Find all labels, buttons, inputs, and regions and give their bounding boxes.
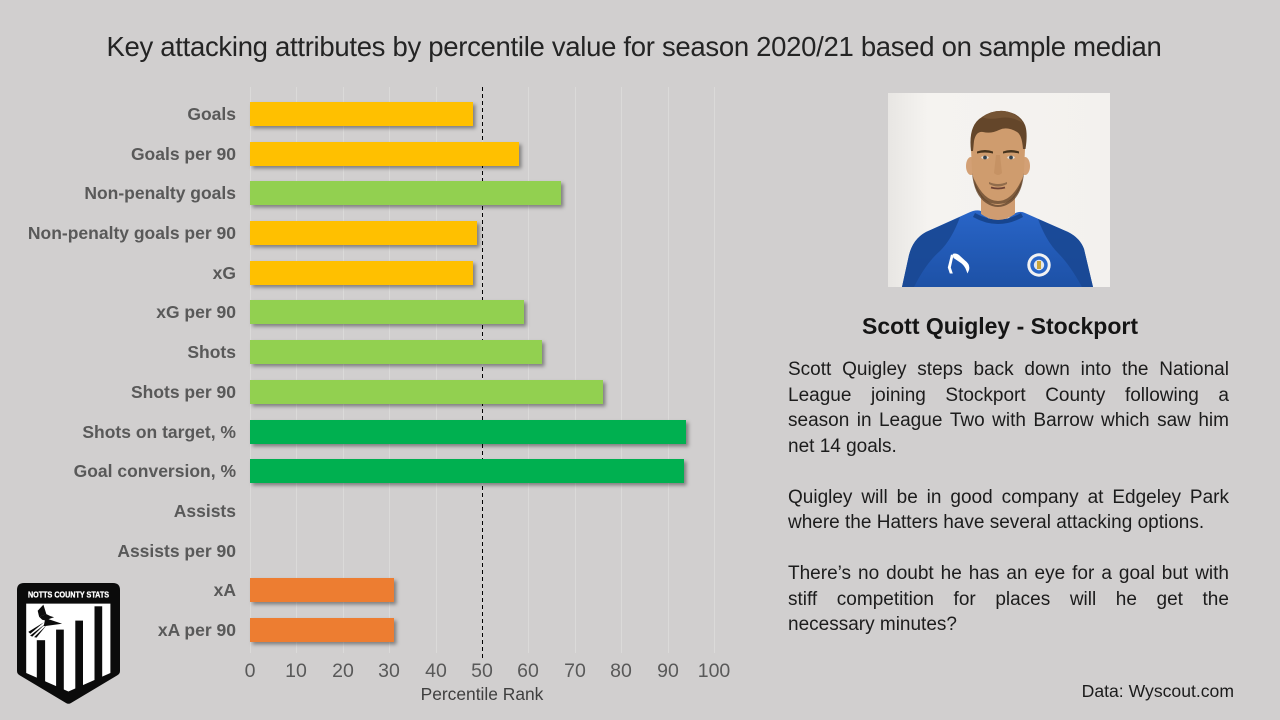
svg-text:NOTTS COUNTY STATS: NOTTS COUNTY STATS — [28, 589, 109, 599]
